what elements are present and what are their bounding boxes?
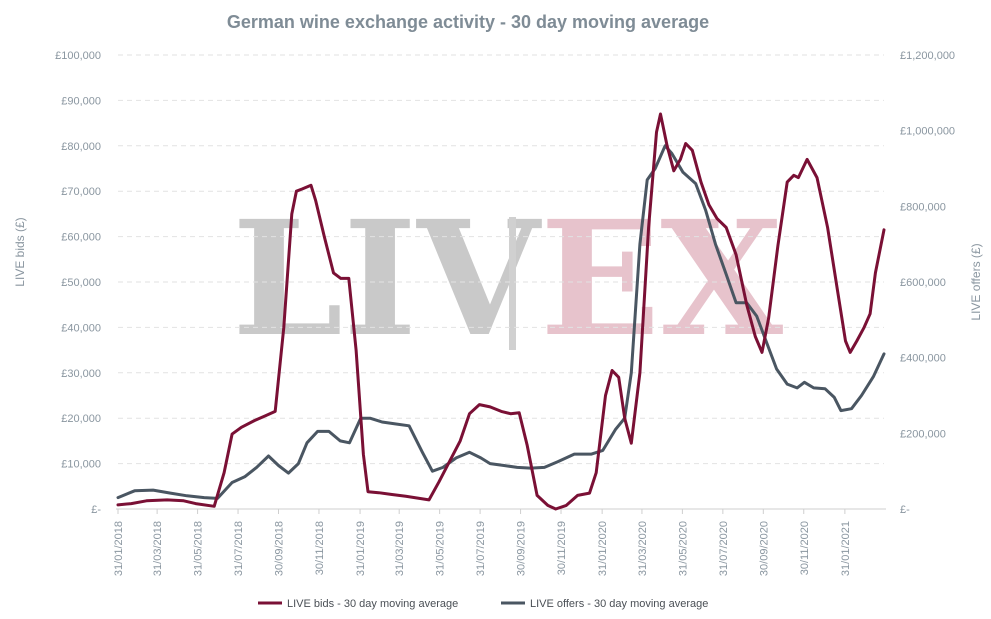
series-line-offers <box>116 144 886 500</box>
left-tick-label: £60,000 <box>61 232 101 244</box>
x-tick-label: 30/11/2020 <box>799 521 811 575</box>
x-tick-label: 31/01/2021 <box>840 521 852 576</box>
x-tick-label: 31/05/2018 <box>193 521 205 576</box>
right-tick-label: £800,000 <box>900 201 946 213</box>
livex-watermark: LIV EX <box>232 187 783 372</box>
series-lines <box>116 112 886 511</box>
series-line-bids <box>116 112 886 511</box>
left-tick-label: £30,000 <box>61 368 101 380</box>
x-tick-label: 31/03/2018 <box>152 521 164 576</box>
legend-label-bids: LIVE bids - 30 day moving average <box>287 598 458 610</box>
right-tick-label: £600,000 <box>900 277 946 289</box>
x-tick-label: 31/07/2018 <box>233 521 245 576</box>
x-tick-label: 31/01/2020 <box>597 521 609 576</box>
right-tick-label: £1,200,000 <box>900 50 955 62</box>
x-axis-ticks: 31/01/2018 31/03/2018 31/05/2018 31/07/2018… <box>113 509 852 576</box>
x-tick-label: 31/01/2019 <box>355 521 367 576</box>
watermark-liv: LIV <box>232 187 542 372</box>
left-tick-label: £10,000 <box>61 459 101 471</box>
legend-label-offers: LIVE offers - 30 day moving average <box>530 598 708 610</box>
x-tick-label: 31/07/2020 <box>718 521 730 576</box>
chart-title: German wine exchange activity - 30 day m… <box>227 12 709 32</box>
legend: LIVE bids - 30 day moving average LIVE o… <box>258 598 708 610</box>
left-tick-label: £80,000 <box>61 141 101 153</box>
x-tick-label: 31/07/2019 <box>475 521 487 576</box>
watermark-divider <box>509 217 516 350</box>
x-tick-label: 30/09/2019 <box>516 521 528 576</box>
x-tick-label: 30/11/2018 <box>314 521 326 575</box>
x-tick-label: 30/11/2019 <box>556 521 568 575</box>
left-tick-label: £- <box>91 504 101 516</box>
left-tick-label: £70,000 <box>61 186 101 198</box>
right-tick-label: £200,000 <box>900 428 946 440</box>
grid-lines <box>118 54 884 465</box>
left-tick-label: £40,000 <box>61 322 101 334</box>
right-axis-label: LIVE offers (£) <box>969 243 983 320</box>
right-tick-label: £1,000,000 <box>900 126 955 138</box>
x-tick-label: 31/03/2019 <box>394 521 406 576</box>
x-tick-label: 30/09/2020 <box>758 521 770 576</box>
x-tick-label: 31/05/2020 <box>677 521 689 576</box>
x-tick-label: 31/01/2018 <box>113 521 125 576</box>
watermark-ex: EX <box>540 187 783 372</box>
x-tick-label: 31/05/2019 <box>435 521 447 576</box>
x-tick-label: 31/03/2020 <box>637 521 649 576</box>
left-axis-ticks: £- £10,000 £20,000 £30,000 £40,000 £50,000 £60… <box>55 50 101 516</box>
left-tick-label: £20,000 <box>61 413 101 425</box>
left-tick-label: £100,000 <box>55 50 101 62</box>
left-tick-label: £50,000 <box>61 277 101 289</box>
left-axis-label: LIVE bids (£) <box>13 217 27 286</box>
right-tick-label: £400,000 <box>900 353 946 365</box>
left-tick-label: £90,000 <box>61 95 101 107</box>
x-tick-label: 30/09/2018 <box>273 521 285 576</box>
right-axis-ticks: £- £200,000 £400,000 £600,000 £800,000 £1,000… <box>900 50 955 516</box>
right-tick-label: £- <box>900 504 910 516</box>
